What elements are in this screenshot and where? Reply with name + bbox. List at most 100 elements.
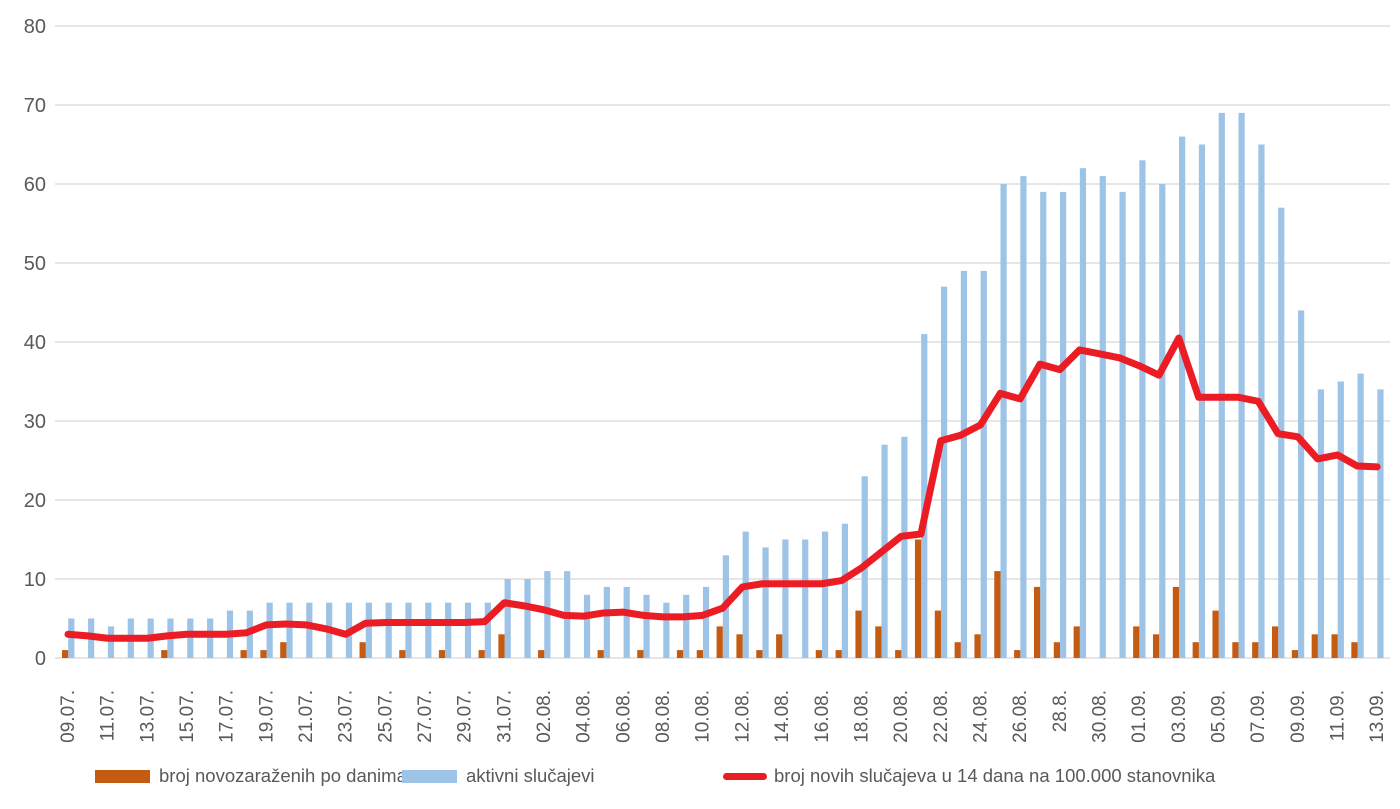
bar-new-cases — [736, 634, 743, 658]
x-tick-label: 09.09. — [1288, 690, 1309, 743]
bar-active-cases — [1238, 112, 1245, 658]
x-tick-label: 08.08. — [653, 690, 674, 743]
x-tick-label: 31.07. — [494, 690, 515, 743]
bar-active-cases — [504, 579, 511, 658]
x-tick-label: 05.09. — [1208, 690, 1229, 743]
bar-active-cases — [306, 602, 313, 658]
bar-new-cases — [1053, 642, 1060, 658]
bar-new-cases — [260, 650, 267, 658]
x-tick-label: 25.07. — [375, 690, 396, 743]
x-tick-label: 19.07. — [256, 690, 277, 743]
bar-new-cases — [776, 634, 783, 658]
bar-active-cases — [742, 531, 749, 658]
bar-new-cases — [1172, 586, 1180, 658]
y-tick-label: 80 — [24, 16, 46, 38]
bar-new-cases — [1331, 634, 1338, 658]
bar-new-cases — [1271, 626, 1279, 658]
bar-active-cases — [1298, 310, 1305, 658]
bar-new-cases — [280, 642, 287, 658]
bar-active-cases — [484, 602, 491, 658]
y-tick-label: 60 — [24, 174, 46, 196]
bar-new-cases — [934, 610, 941, 658]
bar-new-cases — [756, 650, 763, 658]
bar-active-cases — [1000, 184, 1007, 658]
bar-active-cases — [841, 523, 848, 658]
legend-item-new-cases: broj novozaraženih po danima — [95, 760, 407, 792]
bar-active-cases — [405, 602, 412, 658]
bar-active-cases — [1179, 136, 1186, 659]
bar-active-cases — [1099, 176, 1106, 658]
y-tick-label: 50 — [24, 253, 46, 275]
bar-new-cases — [1133, 626, 1140, 658]
x-tick-label: 26.08. — [1010, 690, 1031, 743]
x-tick-label: 11.09. — [1327, 690, 1348, 741]
x-tick-label: 10.08. — [693, 690, 714, 743]
bar-active-cases — [544, 571, 551, 658]
bar-new-cases — [1311, 634, 1318, 658]
bar-active-cases — [107, 626, 115, 658]
bar-new-cases — [399, 650, 406, 658]
bar-new-cases — [954, 642, 961, 658]
bar-active-cases — [68, 618, 75, 658]
chart-legend: broj novozaraženih po danima aktivni slu… — [0, 760, 1400, 800]
bar-active-cases — [524, 579, 531, 658]
bar-new-cases — [1291, 650, 1299, 658]
bar-active-cases — [1119, 191, 1126, 658]
legend-item-incidence-line: broj novih slučajeva u 14 dana na 100.00… — [723, 760, 1215, 792]
bar-active-cases — [1159, 184, 1166, 658]
x-tick-label: 21.07. — [296, 690, 317, 743]
bar-new-cases — [1252, 642, 1259, 658]
bar-active-cases — [445, 602, 452, 658]
bar-active-cases — [1079, 168, 1087, 658]
bar-active-cases — [603, 586, 610, 658]
x-tick-label: 11.07. — [98, 690, 119, 741]
x-tick-label: 06.08. — [613, 690, 634, 743]
incidence-trend-line — [64, 334, 1381, 642]
x-tick-label: 14.08. — [772, 690, 793, 743]
bar-active-cases — [1337, 381, 1344, 658]
bar-new-cases — [538, 650, 545, 658]
x-tick-label: 16.08. — [812, 690, 833, 743]
bar-active-cases — [921, 334, 928, 658]
bar-active-cases — [1317, 389, 1325, 658]
y-tick-label: 10 — [24, 569, 46, 591]
legend-label-incidence-line: broj novih slučajeva u 14 dana na 100.00… — [774, 765, 1216, 786]
bar-active-cases — [1040, 191, 1047, 658]
x-tick-label: 23.07. — [336, 690, 357, 743]
bar-new-cases — [835, 650, 842, 658]
bar-new-cases — [1033, 586, 1041, 658]
x-tick-label: 12.08. — [732, 690, 753, 743]
bar-active-cases — [782, 539, 789, 658]
bar-new-cases — [161, 650, 168, 658]
bar-new-cases — [240, 650, 247, 658]
bar-active-cases — [207, 618, 214, 658]
bar-active-cases — [1357, 373, 1364, 658]
bar-active-cases — [802, 539, 809, 658]
x-tick-label: 07.09. — [1248, 690, 1269, 743]
bar-new-cases — [994, 571, 1001, 658]
legend-label-new-cases: broj novozaraženih po danima — [159, 765, 407, 786]
bar-active-cases — [286, 602, 293, 658]
bar-new-cases — [1232, 642, 1239, 658]
bar-active-cases — [643, 594, 650, 658]
legend-swatch-new-cases-bar — [95, 769, 150, 783]
bar-active-cases — [623, 586, 630, 658]
bar-new-cases — [914, 539, 922, 658]
x-tick-label: 20.08. — [891, 690, 912, 743]
bar-active-cases — [385, 602, 392, 658]
y-tick-label: 40 — [24, 332, 46, 354]
bar-active-cases — [425, 602, 432, 658]
bar-active-cases — [1377, 389, 1384, 658]
bar-active-cases — [583, 594, 591, 658]
bar-active-cases — [702, 586, 710, 658]
bar-new-cases — [1152, 634, 1160, 658]
chart-canvas: 0 10 20 30 40 50 60 70 80 09.07. 11.07. 13.07. 15.07… — [24, 16, 1390, 743]
bar-new-cases — [1351, 642, 1358, 658]
x-tick-label: 03.09. — [1169, 690, 1190, 743]
y-tick-label: 0 — [35, 648, 46, 670]
bar-new-cases — [855, 610, 862, 658]
bar-new-cases — [637, 650, 644, 658]
x-tick-label: 18.08. — [851, 690, 872, 743]
bar-active-cases — [464, 602, 472, 658]
